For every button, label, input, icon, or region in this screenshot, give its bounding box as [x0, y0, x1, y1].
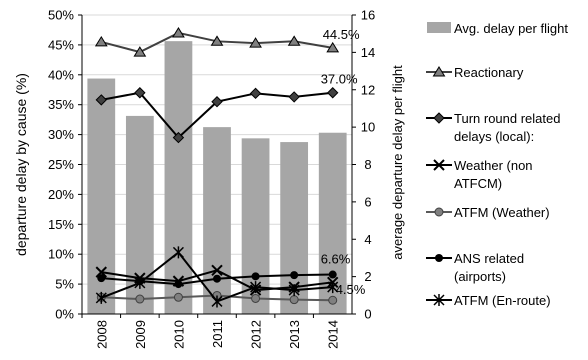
point-2-2011: [211, 264, 223, 277]
point-4-2010: [174, 280, 183, 289]
legend-label-1: Reactionary: [454, 65, 524, 80]
left-tick-label: 15%: [48, 217, 74, 232]
right-tick-label: 4: [364, 232, 371, 247]
point-0-2009: [133, 46, 147, 57]
point-1-2014: [327, 87, 339, 99]
left-axis-title: departure delay by cause (%): [13, 73, 29, 256]
data-labels: 44.5% 37.0% 6.6% 4.5%: [321, 27, 366, 297]
left-tick-label: 40%: [48, 67, 74, 82]
data-label-1: 37.0%: [321, 72, 358, 87]
point-2-2008: [95, 266, 107, 278]
x-tick-label-2012: 2012: [249, 320, 264, 349]
legend-label-5: (airports): [454, 269, 506, 284]
legend-swatch-marker-4: [434, 207, 444, 217]
point-1-2013: [288, 91, 300, 103]
left-tick-label: 20%: [48, 187, 74, 202]
point-1-2010: [172, 131, 185, 144]
point-5-2008: [95, 291, 107, 304]
axes: 0% 5% 10% 15% 20% 25% 30% 35% 40% 45% 50% 0 2 4 6 8 10 12…: [13, 8, 405, 349]
legend-swatch-marker-5: [435, 254, 443, 262]
legend-label-6: ATFM (En-route): [454, 293, 551, 308]
right-tick-label: 10: [361, 120, 375, 135]
bar-series: [87, 41, 347, 314]
x-tick-label-2013: 2013: [287, 320, 302, 349]
point-3-2014: [328, 295, 338, 305]
point-3-2009: [135, 294, 145, 304]
legend-label-2: Turn round related: [454, 111, 560, 126]
point-1-2011: [211, 96, 223, 108]
right-tick-label: 8: [364, 157, 371, 172]
point-3-2010: [173, 292, 183, 302]
legend-label-3: ATFCM): [454, 176, 502, 191]
x-tick-label-2009: 2009: [133, 320, 148, 349]
point-0-2011: [210, 35, 224, 46]
x-tick-label-2011: 2011: [210, 320, 225, 348]
legend-label-3: Weather (non: [454, 158, 533, 173]
point-1-2008: [95, 94, 107, 106]
point-4-2012: [251, 272, 260, 281]
right-axis-title: average departure delay per flight: [390, 65, 405, 260]
point-5-2009: [134, 276, 146, 289]
legend-label-5: ANS related: [454, 251, 524, 266]
x-tick-label-2014: 2014: [326, 320, 341, 349]
point-5-2013: [288, 284, 300, 297]
x-tick-label-2010: 2010: [171, 320, 186, 349]
right-tick-label: 2: [364, 269, 371, 284]
legend-label-4: ATFM (Weather): [454, 205, 550, 220]
bar-2010: [164, 41, 193, 314]
legend-swatch-marker-6: [433, 294, 445, 306]
point-0-2008: [94, 35, 108, 47]
point-1-2012: [249, 87, 262, 100]
legend-swatch-marker-2: [433, 112, 445, 124]
point-4-2013: [290, 271, 299, 280]
point-0-2010: [172, 26, 185, 38]
point-4-2011: [213, 274, 221, 283]
left-tick-label: 25%: [48, 157, 74, 172]
point-5-2012: [250, 281, 262, 294]
legend-swatch-marker-3: [433, 159, 445, 171]
point-3-2012: [251, 293, 261, 303]
left-tick-label: 0%: [55, 307, 74, 322]
left-tick-label: 30%: [48, 127, 74, 142]
point-0-2013: [287, 35, 301, 46]
point-0-2014: [326, 41, 340, 53]
legend-swatch-marker-1: [432, 66, 446, 77]
right-tick-label: 16: [361, 8, 375, 23]
right-tick-label: 6: [364, 194, 371, 209]
point-5-2014: [327, 281, 339, 294]
point-4-2014: [328, 270, 337, 279]
point-5-2011: [211, 295, 223, 308]
data-label-0: 44.5%: [323, 27, 360, 42]
left-tick-label: 45%: [48, 37, 74, 52]
right-tick-label: 0: [364, 307, 371, 322]
left-tick-label: 50%: [48, 8, 74, 23]
point-5-2010: [172, 246, 184, 259]
left-tick-label: 35%: [48, 97, 74, 112]
data-label-3: 4.5%: [336, 282, 366, 297]
point-3-2013: [289, 295, 299, 305]
line-series: [94, 26, 340, 308]
point-1-2009: [134, 87, 146, 99]
legend-swatch-bar: [427, 22, 451, 33]
legend-label-2: delays (local):: [454, 129, 534, 144]
point-4-2008: [97, 274, 106, 283]
legend-label-0: Avg. delay per flight: [454, 21, 568, 36]
x-tick-label-2008: 2008: [94, 320, 109, 349]
legend: Avg. delay per flight Reactionary Turn rou…: [426, 21, 568, 308]
point-0-2012: [249, 37, 262, 48]
right-tick-label: 12: [361, 82, 375, 97]
bar-2011: [203, 127, 231, 314]
left-tick-label: 5%: [55, 277, 74, 292]
right-tick-label: 14: [361, 45, 375, 60]
left-tick-label: 10%: [48, 247, 74, 262]
data-label-2: 6.6%: [321, 252, 351, 267]
